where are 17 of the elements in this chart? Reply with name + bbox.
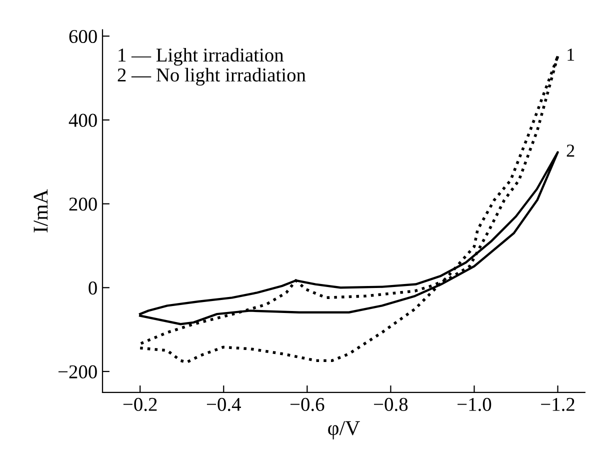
x-axis-title: φ/V: [328, 421, 360, 440]
y-axis-title: I/mA: [34, 189, 48, 232]
x-tick-label: −0.4: [206, 398, 241, 412]
annotation: 2 — No light irradiation: [118, 68, 306, 86]
x-tick-label: −0.8: [374, 398, 408, 412]
x-tick-label: −0.6: [290, 398, 324, 412]
y-tick-label: 0: [88, 281, 97, 295]
series-label: 1: [568, 48, 574, 61]
y-tick-label: −200: [58, 365, 97, 378]
x-tick-label: −1.2: [541, 398, 574, 412]
x-tick-label: −0.2: [123, 398, 157, 412]
y-tick-label: 200: [69, 198, 97, 211]
x-tick-label: −1.0: [458, 398, 492, 412]
y-tick-label: 400: [68, 114, 97, 127]
y-tick-label: 600: [69, 30, 97, 44]
annotation: 1 — Light irradiation: [118, 48, 284, 66]
series-label: 2: [566, 144, 574, 157]
